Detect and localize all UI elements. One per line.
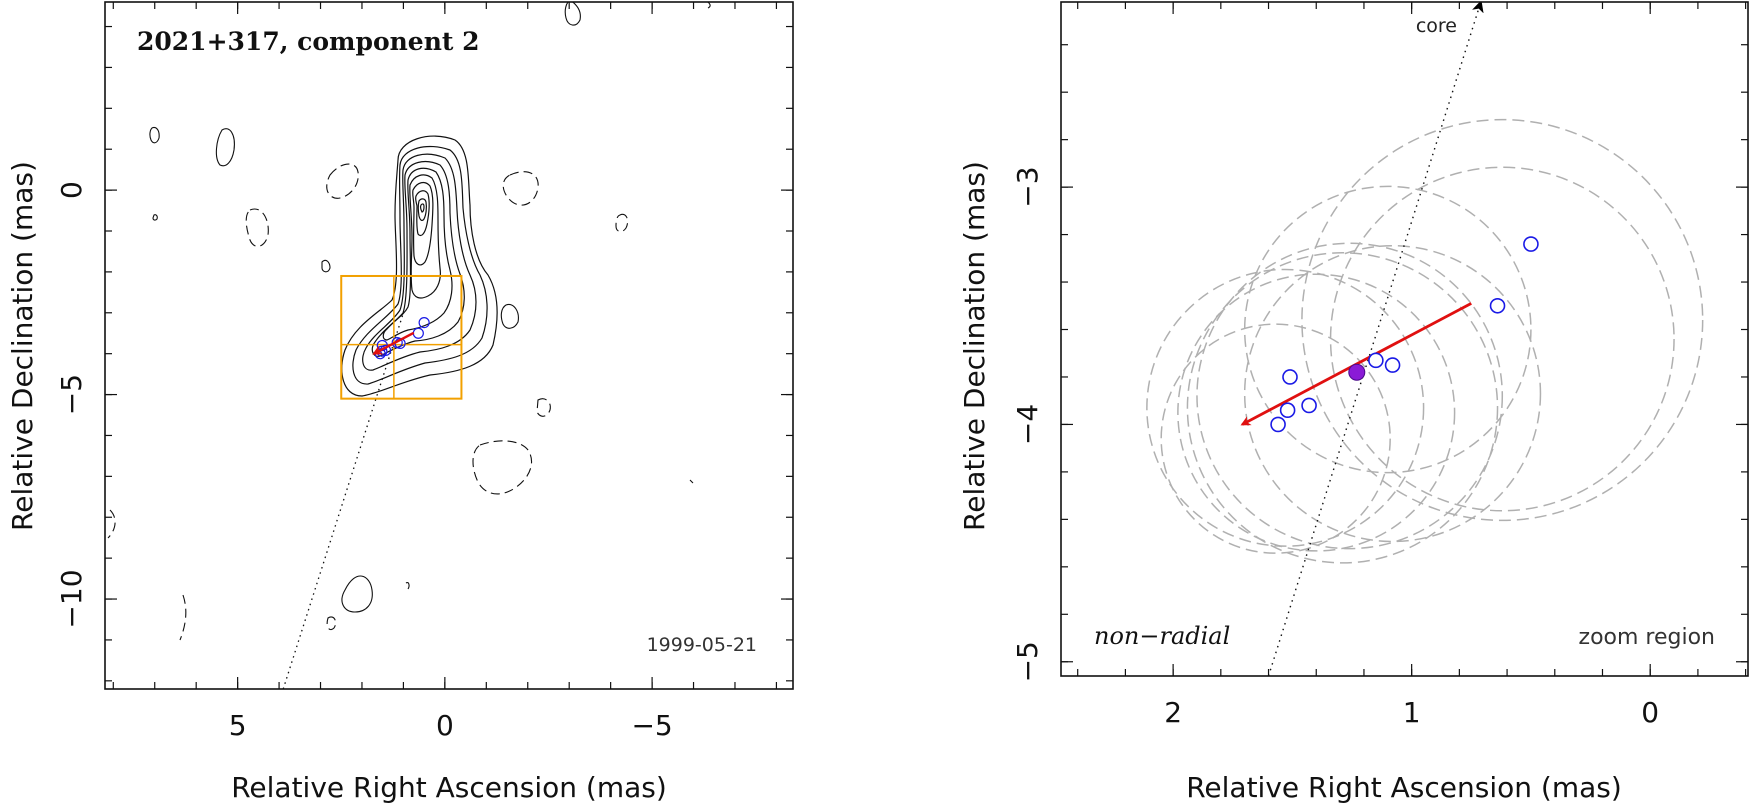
x-tick-label: 2	[1164, 696, 1182, 729]
right-components	[1270, 236, 1539, 433]
y-tick-label: −4	[1011, 404, 1044, 445]
left-ylabel: Relative Declination (mas)	[6, 161, 39, 531]
component-marker	[1301, 397, 1317, 414]
zoom-region-label: zoom region	[1579, 625, 1715, 650]
jet-contours	[341, 135, 498, 397]
y-tick-label: −3	[1011, 166, 1044, 207]
left-panel: 5 0 −5 0 −5 −10 2021+317, component 2 1999-05…	[6, 1, 794, 804]
error-circle	[1177, 273, 1456, 552]
left-xlabel: Relative Right Ascension (mas)	[231, 771, 667, 804]
right-ticks	[1061, 2, 1748, 676]
error-circle	[1243, 244, 1542, 543]
right-tick-labels: 2 1 0 −3 −4 −5	[1011, 166, 1659, 729]
component-marker	[1523, 236, 1539, 252]
error-circle	[1160, 323, 1391, 554]
core-direction-line	[1267, 2, 1484, 676]
component-marker	[1489, 297, 1506, 314]
non-radial-label: non−radial	[1094, 622, 1230, 650]
error-circle	[1146, 268, 1425, 547]
left-trajectory-arrow	[372, 331, 415, 355]
right-panel: 2 1 0 −3 −4 −5 core non−radial zoom region Re…	[958, 1, 1749, 804]
component-marker	[1270, 416, 1286, 433]
component-marker	[391, 337, 403, 349]
y-tick-label: −10	[55, 569, 88, 628]
error-circle	[1301, 118, 1704, 522]
x-tick-label: 1	[1403, 696, 1421, 729]
right-ylabel: Relative Declination (mas)	[958, 161, 991, 531]
noise-contours	[149, 2, 711, 613]
y-tick-label: 0	[55, 181, 88, 199]
error-ellipses	[1146, 118, 1704, 564]
core-label: core	[1416, 15, 1457, 37]
left-date-label: 1999-05-21	[647, 634, 757, 656]
x-tick-label: 5	[229, 709, 247, 742]
x-tick-label: 0	[1641, 696, 1659, 729]
zoom-plot	[1146, 2, 1704, 676]
y-tick-label: −5	[1011, 641, 1044, 682]
left-title: 2021+317, component 2	[137, 27, 480, 56]
left-frame	[104, 1, 794, 690]
error-circle	[1243, 185, 1532, 474]
left-tick-labels: 5 0 −5 0 −5 −10	[55, 181, 673, 742]
component-marker	[1282, 369, 1298, 385]
right-frame	[1060, 1, 1749, 677]
error-circle	[1196, 242, 1504, 550]
component-marker	[418, 317, 430, 329]
right-xlabel: Relative Right Ascension (mas)	[1186, 771, 1622, 804]
mean-position-marker	[1348, 363, 1366, 381]
component-marker	[1384, 357, 1401, 373]
left-ticks	[105, 2, 793, 689]
x-tick-label: 0	[436, 709, 454, 742]
y-tick-label: −5	[55, 374, 88, 415]
error-circle	[1186, 252, 1499, 564]
component-marker	[1279, 402, 1296, 418]
component-marker	[1368, 352, 1384, 369]
component-marker	[412, 327, 424, 339]
contour-map	[107, 2, 711, 689]
core-direction-line	[282, 312, 405, 689]
x-tick-label: −5	[631, 709, 672, 742]
error-circle	[1329, 166, 1675, 512]
zoom-box	[340, 274, 463, 400]
negative-contours	[107, 163, 629, 641]
